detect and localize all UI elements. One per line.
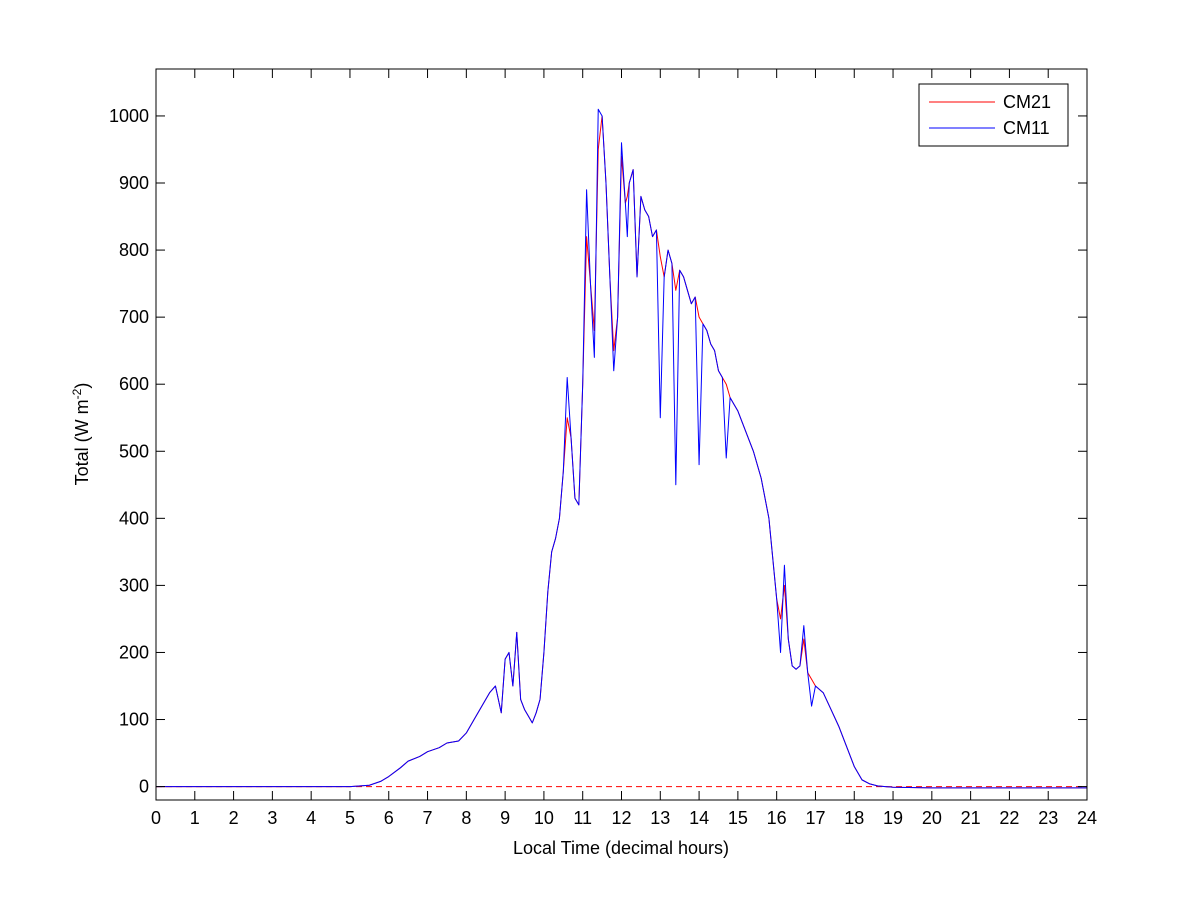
y-tick-label: 800 xyxy=(119,240,149,260)
legend-label-cm21: CM21 xyxy=(1003,92,1051,112)
series-layer xyxy=(156,108,1087,789)
x-tick-label: 1 xyxy=(190,808,200,828)
y-tick-label: 700 xyxy=(119,307,149,327)
x-tick-label: 24 xyxy=(1077,808,1097,828)
legend: CM21 CM11 xyxy=(918,83,1069,147)
y-tick-label: 1000 xyxy=(109,106,149,126)
y-axis-ticks: 0 100 200 300 400 500 600 700 800 900 1000 xyxy=(109,106,1087,797)
x-tick-label: 3 xyxy=(267,808,277,828)
x-tick-label: 13 xyxy=(650,808,670,828)
y-tick-label: 100 xyxy=(119,710,149,730)
y-axis-label: Total (W m-2) xyxy=(70,383,92,486)
y-tick-label: 600 xyxy=(119,374,149,394)
y-tick-label: 300 xyxy=(119,575,149,595)
x-tick-label: 10 xyxy=(534,808,554,828)
y-tick-label: 0 xyxy=(139,777,149,797)
x-tick-label: 2 xyxy=(229,808,239,828)
x-tick-label: 20 xyxy=(922,808,942,828)
y-tick-label: 200 xyxy=(119,642,149,662)
plot-frame xyxy=(155,68,1088,801)
x-tick-label: 0 xyxy=(151,808,161,828)
x-tick-label: 6 xyxy=(384,808,394,828)
x-tick-label: 22 xyxy=(999,808,1019,828)
x-tick-label: 21 xyxy=(961,808,981,828)
x-axis-label: Local Time (decimal hours) xyxy=(513,838,729,858)
legend-box xyxy=(918,83,1069,147)
x-tick-label: 23 xyxy=(1038,808,1058,828)
y-axis-label-suffix: ) xyxy=(72,383,92,389)
x-tick-label: 7 xyxy=(423,808,433,828)
y-axis-label-superscript: -2 xyxy=(70,388,84,399)
series-line-cm21 xyxy=(156,115,1087,789)
x-tick-label: 8 xyxy=(461,808,471,828)
x-tick-label: 16 xyxy=(767,808,787,828)
legend-label-cm11: CM11 xyxy=(1003,118,1050,138)
y-tick-label: 500 xyxy=(119,441,149,461)
x-tick-label: 11 xyxy=(573,808,592,828)
x-tick-label: 19 xyxy=(883,808,903,828)
x-tick-label: 12 xyxy=(611,808,631,828)
x-tick-label: 14 xyxy=(689,808,709,828)
x-tick-label: 5 xyxy=(345,808,355,828)
x-tick-label: 4 xyxy=(306,808,316,828)
series-line-cm11 xyxy=(156,108,1087,789)
x-tick-label: 15 xyxy=(728,808,748,828)
x-tick-label: 17 xyxy=(805,808,825,828)
x-tick-label: 9 xyxy=(500,808,510,828)
y-tick-label: 400 xyxy=(119,508,149,528)
y-tick-label: 900 xyxy=(119,173,149,193)
y-axis-label-prefix: Total (W m xyxy=(72,399,92,485)
x-axis-ticks: 0 1 2 3 4 5 6 7 8 9 10 11 12 13 14 15 16 17 18 19 20 21 22 23 24 xyxy=(151,69,1097,828)
x-tick-label: 18 xyxy=(844,808,864,828)
